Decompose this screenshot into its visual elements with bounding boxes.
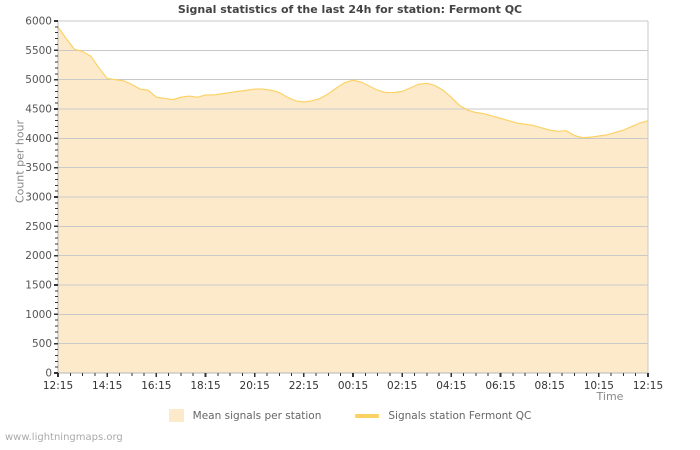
svg-text:2000: 2000 bbox=[25, 250, 52, 262]
line-swatch-icon bbox=[355, 413, 380, 418]
svg-text:16:15: 16:15 bbox=[141, 380, 171, 392]
svg-text:0: 0 bbox=[45, 368, 52, 380]
area-swatch-icon bbox=[168, 409, 184, 422]
svg-text:1500: 1500 bbox=[25, 280, 52, 292]
svg-text:22:15: 22:15 bbox=[289, 380, 319, 392]
svg-text:06:15: 06:15 bbox=[485, 380, 515, 392]
svg-text:14:15: 14:15 bbox=[92, 380, 122, 392]
svg-text:10:15: 10:15 bbox=[584, 380, 614, 392]
svg-text:4000: 4000 bbox=[25, 133, 52, 145]
series-area-fill bbox=[58, 26, 648, 373]
svg-text:3500: 3500 bbox=[25, 162, 52, 174]
legend-label-station: Signals station Fermont QC bbox=[388, 409, 532, 422]
x-axis-ticks: 12:15 14:15 16:15 18:15 20:15 22:15 00:15 02:15… bbox=[43, 373, 663, 392]
y-axis-ticks: 6000550050004500400035003000250020001500… bbox=[25, 16, 58, 380]
svg-text:5500: 5500 bbox=[25, 45, 52, 57]
legend-item-mean[interactable]: Mean signals per station bbox=[168, 409, 322, 422]
svg-text:5000: 5000 bbox=[25, 74, 52, 86]
legend-item-station[interactable]: Signals station Fermont QC bbox=[355, 410, 531, 422]
svg-text:12:15: 12:15 bbox=[43, 380, 73, 392]
svg-text:18:15: 18:15 bbox=[190, 380, 220, 392]
chart-legend: Mean signals per station Signals station… bbox=[0, 409, 700, 422]
x-axis-title: Time bbox=[596, 390, 624, 403]
watermark: www.lightningmaps.org bbox=[5, 432, 123, 443]
svg-text:00:15: 00:15 bbox=[338, 380, 368, 392]
svg-text:2500: 2500 bbox=[25, 221, 52, 233]
svg-text:02:15: 02:15 bbox=[387, 380, 417, 392]
svg-text:1000: 1000 bbox=[25, 309, 52, 321]
svg-text:04:15: 04:15 bbox=[436, 380, 466, 392]
legend-label-mean: Mean signals per station bbox=[192, 409, 322, 422]
svg-text:12:15: 12:15 bbox=[633, 380, 663, 392]
svg-text:20:15: 20:15 bbox=[240, 380, 270, 392]
svg-text:4500: 4500 bbox=[25, 104, 52, 116]
svg-text:6000: 6000 bbox=[25, 16, 52, 28]
series-line bbox=[57, 26, 649, 139]
svg-text:500: 500 bbox=[32, 338, 52, 350]
svg-text:3000: 3000 bbox=[25, 192, 52, 204]
chart-title: Signal statistics of the last 24h for st… bbox=[177, 3, 523, 16]
svg-text:08:15: 08:15 bbox=[535, 380, 565, 392]
